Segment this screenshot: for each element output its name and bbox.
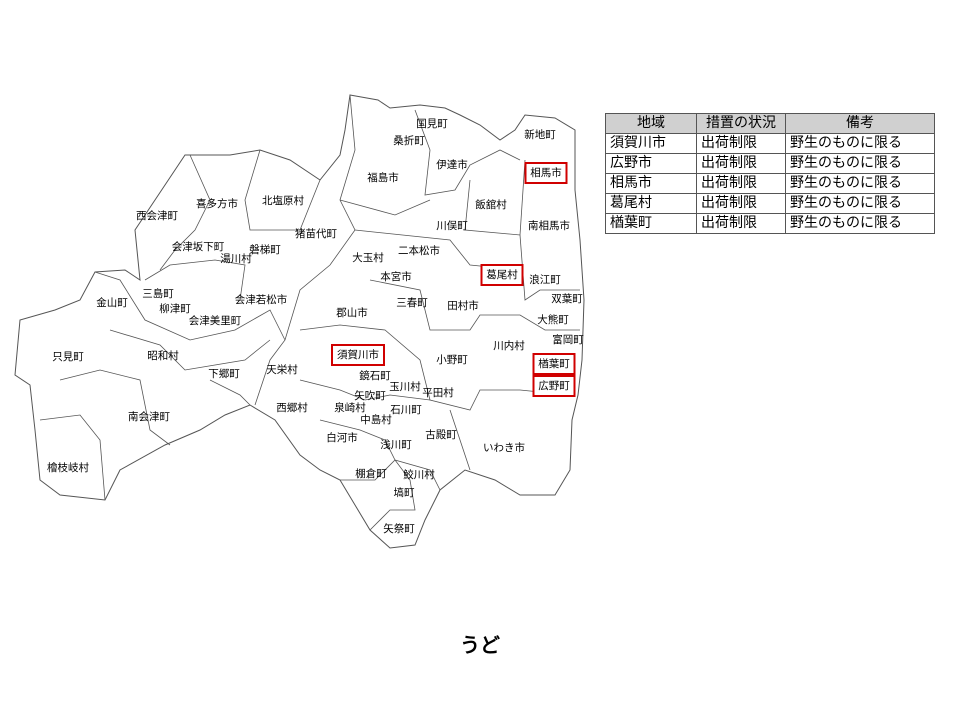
- cell-region: 葛尾村: [605, 193, 697, 214]
- municipality-label: 大熊町: [537, 313, 569, 326]
- municipality-label: 富岡町: [552, 333, 584, 346]
- municipality-label: 相馬市: [530, 166, 562, 179]
- municipality-label: 鮫川村: [403, 468, 435, 481]
- municipality-label: 浅川町: [380, 438, 412, 451]
- municipality-label: 喜多方市: [196, 197, 238, 210]
- cell-notes: 野生のものに限る: [785, 213, 935, 234]
- municipality-label: 湯川村: [220, 252, 252, 265]
- municipality-label: 新地町: [524, 128, 556, 141]
- municipality-label: 国見町: [416, 118, 448, 130]
- cell-region: 広野市: [605, 153, 697, 174]
- table-row: 楢葉町 出荷制限 野生のものに限る: [605, 213, 935, 234]
- municipality-label: 中島村: [360, 413, 392, 426]
- table-row: 須賀川市 出荷制限 野生のものに限る: [605, 133, 935, 154]
- municipality-label: 郡山市: [336, 306, 368, 319]
- municipality-label: 棚倉町: [355, 467, 387, 480]
- municipality-label: 本宮市: [380, 270, 412, 283]
- cell-notes: 野生のものに限る: [785, 193, 935, 214]
- municipality-label: 浪江町: [529, 273, 561, 286]
- municipality-label: 矢祭町: [383, 522, 415, 535]
- municipality-label: 二本松市: [398, 244, 440, 257]
- municipality-label: 楢葉町: [538, 357, 570, 370]
- municipality-label: 須賀川市: [337, 348, 379, 361]
- header-status: 措置の状況: [696, 113, 786, 134]
- cell-region: 須賀川市: [605, 133, 697, 154]
- cell-status: 出荷制限: [696, 153, 786, 174]
- municipality-label: 広野町: [538, 379, 570, 392]
- cell-status: 出荷制限: [696, 213, 786, 234]
- municipality-label: 玉川村: [389, 380, 421, 393]
- municipality-label: 只見町: [52, 351, 84, 363]
- highlight-box: [532, 375, 576, 397]
- cell-status: 出荷制限: [696, 193, 786, 214]
- municipality-label: 会津美里町: [189, 314, 242, 327]
- municipality-label: 飯舘村: [475, 198, 507, 211]
- cell-notes: 野生のものに限る: [785, 153, 935, 174]
- header-notes: 備考: [785, 113, 935, 134]
- municipality-label: 三島町: [142, 287, 174, 300]
- highlight-box: [532, 353, 576, 375]
- cell-region: 楢葉町: [605, 213, 697, 234]
- municipality-label: いわき市: [483, 441, 525, 454]
- municipality-label: 小野町: [436, 354, 468, 366]
- highlight-box: [331, 344, 385, 366]
- municipality-label: 天栄村: [266, 363, 298, 376]
- municipality-label: 矢吹町: [354, 389, 386, 402]
- municipality-label: 下郷町: [208, 367, 240, 380]
- municipality-label: 西会津町: [136, 209, 178, 222]
- municipality-label: 金山町: [96, 296, 128, 309]
- municipality-label: 平田村: [422, 386, 454, 399]
- municipality-label: 南会津町: [128, 410, 170, 423]
- table-row: 相馬市 出荷制限 野生のものに限る: [605, 173, 935, 194]
- municipality-label: 桑折町: [393, 134, 425, 147]
- municipality-label: 伊達市: [436, 158, 468, 171]
- cell-status: 出荷制限: [696, 173, 786, 194]
- municipality-label: 南相馬市: [528, 219, 570, 232]
- table-row: 葛尾村 出荷制限 野生のものに限る: [605, 193, 935, 214]
- restriction-table: 地域 措置の状況 備考 須賀川市 出荷制限 野生のものに限る 広野市 出荷制限 野生のもの…: [605, 113, 935, 234]
- municipality-label: 鏡石町: [359, 369, 391, 382]
- municipality-label: 双葉町: [551, 292, 583, 305]
- municipality-label: 田村市: [447, 299, 479, 312]
- municipality-label: 川俣町: [436, 219, 468, 232]
- municipality-label: 檜枝岐村: [47, 461, 89, 474]
- municipality-label: 北塩原村: [262, 194, 304, 207]
- municipal-borders: [39, 94, 580, 531]
- municipality-label: 泉崎村: [334, 401, 366, 414]
- cell-region: 相馬市: [605, 173, 697, 194]
- municipality-label: 大玉村: [352, 251, 384, 264]
- municipality-label: 会津若松市: [235, 293, 288, 306]
- municipality-label: 柳津町: [159, 302, 191, 315]
- page-title: うど: [460, 633, 500, 657]
- highlight-box: [480, 264, 524, 286]
- municipality-label: 西郷村: [276, 401, 308, 414]
- municipality-label: 磐梯町: [249, 243, 281, 256]
- cell-status: 出荷制限: [696, 133, 786, 154]
- municipality-label: 三春町: [396, 297, 428, 309]
- municipality-label: 葛尾村: [486, 268, 518, 281]
- header-region: 地域: [605, 113, 697, 134]
- municipality-label: 古殿町: [425, 428, 457, 441]
- municipality-label: 猪苗代町: [295, 228, 337, 240]
- cell-notes: 野生のものに限る: [785, 133, 935, 154]
- municipality-label: 川内村: [493, 339, 525, 352]
- municipality-label: 白河市: [326, 431, 358, 444]
- municipality-label: 石川町: [390, 404, 422, 416]
- municipality-label: 昭和村: [147, 349, 179, 362]
- prefecture-outline: [14, 94, 585, 549]
- cell-notes: 野生のものに限る: [785, 173, 935, 194]
- table-row: 広野市 出荷制限 野生のものに限る: [605, 153, 935, 174]
- municipality-label: 会津坂下町: [172, 240, 225, 253]
- highlight-box: [524, 162, 568, 184]
- municipality-label: 塙町: [394, 486, 415, 499]
- municipality-label: 福島市: [367, 171, 399, 184]
